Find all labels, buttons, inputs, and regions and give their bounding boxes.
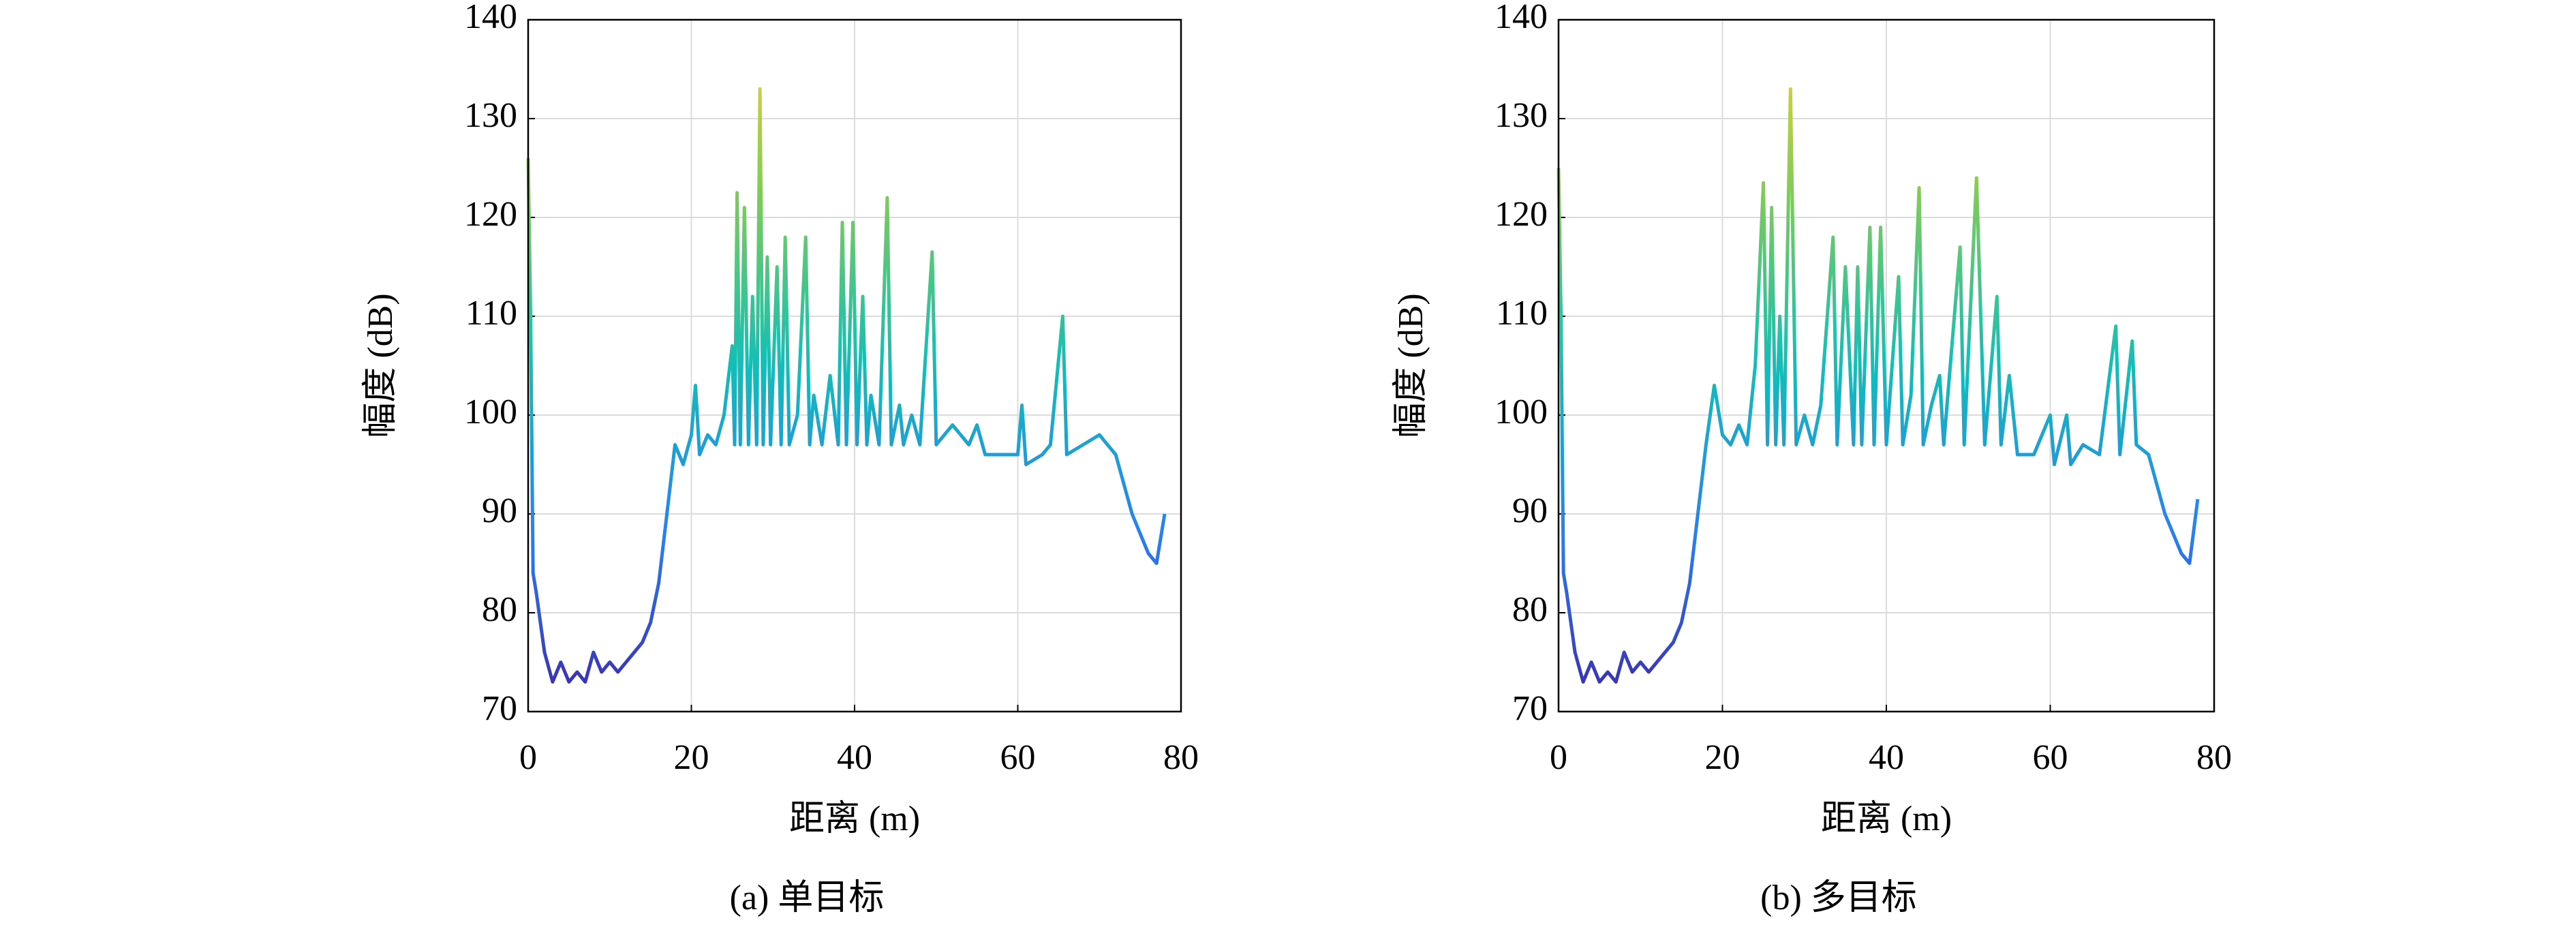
plot-frame: [1557, 18, 2215, 713]
plot-frame: [527, 18, 1182, 713]
caption: (a) 单目标: [730, 879, 885, 917]
x-axis-label: 距离 (m): [789, 799, 920, 838]
data-line: [526, 87, 1167, 684]
x-tick-label: 60: [2033, 738, 2068, 777]
x-tick-label: 40: [837, 738, 872, 777]
y-tick-label: 100: [464, 393, 517, 431]
y-axis-label: 幅度 (dB): [1392, 293, 1430, 438]
x-tick-label: 20: [674, 738, 709, 777]
y-tick-label: 90: [1512, 491, 1548, 530]
y-tick-label: 130: [1494, 96, 1548, 135]
y-tick-label: 100: [1494, 393, 1548, 431]
y-axis-label: 幅度 (dB): [361, 293, 400, 438]
x-tick-label: 40: [1869, 738, 1904, 777]
y-tick-label: 130: [464, 96, 517, 135]
caption: (b) 多目标: [1760, 879, 1917, 917]
y-tick-label: 140: [1494, 0, 1548, 36]
y-tick-label: 80: [482, 590, 517, 629]
y-tick-label: 80: [1512, 590, 1548, 629]
x-tick-label: 80: [2196, 738, 2232, 777]
x-tick-label: 0: [519, 738, 537, 777]
y-tick-label: 120: [1494, 195, 1548, 234]
y-tick-label: 110: [465, 294, 517, 333]
y-tick-label: 110: [1496, 294, 1548, 333]
x-tick-label: 0: [1550, 738, 1567, 777]
x-tick-label: 80: [1163, 738, 1199, 777]
y-tick-label: 120: [464, 195, 517, 234]
y-tick-label: 70: [482, 689, 517, 728]
x-axis-label: 距离 (m): [1821, 799, 1952, 838]
x-tick-label: 20: [1705, 738, 1741, 777]
y-tick-label: 140: [464, 0, 517, 36]
y-tick-label: 70: [1512, 689, 1548, 728]
x-tick-label: 60: [1000, 738, 1036, 777]
y-tick-label: 90: [482, 491, 517, 530]
data-line: [1557, 87, 2200, 684]
